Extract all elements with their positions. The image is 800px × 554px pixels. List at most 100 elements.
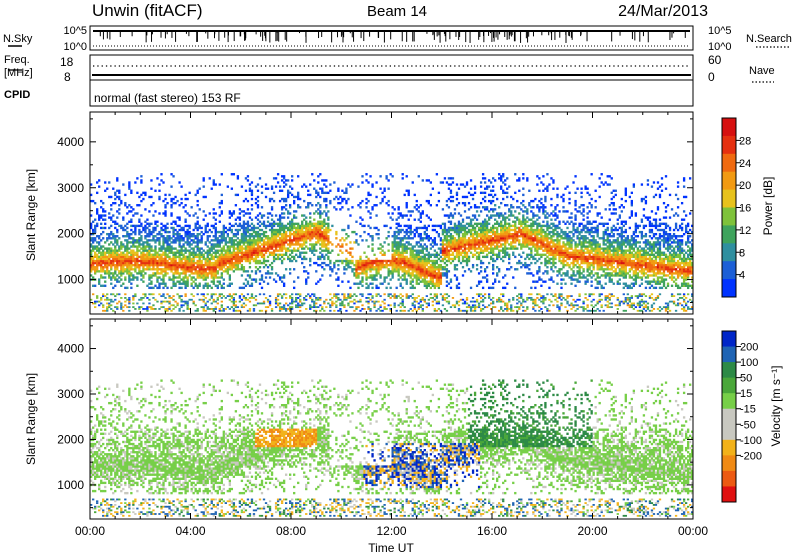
power-cell — [174, 220, 177, 223]
power-cell — [423, 243, 426, 246]
power-cell — [299, 309, 302, 312]
power-cell — [435, 224, 439, 228]
power-cell — [260, 191, 264, 195]
power-cell — [170, 247, 173, 250]
power-cell — [485, 274, 489, 277]
power-cell — [415, 241, 418, 244]
power-cell — [307, 201, 310, 205]
power-cell — [297, 191, 300, 195]
power-cell — [172, 276, 175, 279]
power-cell — [413, 263, 416, 267]
power-cell — [190, 293, 193, 296]
power-cell — [321, 179, 324, 182]
power-cell — [305, 282, 308, 285]
power-cell — [174, 195, 177, 199]
power-cell — [152, 214, 155, 217]
power-cell — [174, 268, 177, 271]
power-cell — [323, 237, 326, 240]
power-cell — [252, 297, 256, 299]
power-cell — [140, 214, 143, 217]
power-cell — [313, 228, 316, 232]
power-cell — [226, 306, 229, 309]
power-cell — [98, 185, 101, 188]
power-cell — [357, 259, 360, 263]
power-cell — [419, 239, 422, 242]
power-cell — [423, 232, 426, 236]
power-cell — [327, 243, 330, 246]
power-cell — [98, 255, 101, 259]
power-cell — [317, 235, 320, 238]
power-cell — [471, 304, 475, 307]
power-cell — [353, 272, 356, 275]
power-cell — [331, 300, 334, 303]
power-cell — [403, 251, 406, 254]
power-cell — [106, 257, 109, 261]
power-cell — [286, 239, 290, 242]
power-cell — [110, 293, 113, 296]
power-cell — [357, 286, 360, 290]
power-cell — [367, 191, 370, 195]
power-cell — [110, 268, 113, 271]
power-cell — [395, 297, 398, 299]
power-cell — [250, 222, 254, 226]
power-cell — [341, 228, 344, 232]
power-cell — [236, 216, 240, 219]
power-cell — [228, 241, 231, 244]
power-cell — [116, 257, 119, 261]
power-cell — [282, 212, 286, 215]
power-cell — [447, 253, 451, 256]
power-cell — [172, 278, 175, 281]
power-cell — [236, 224, 240, 228]
power-cell — [104, 181, 107, 184]
power-cell — [204, 195, 207, 199]
power-cell — [122, 253, 125, 256]
power-cell — [204, 214, 207, 217]
power-cell — [116, 239, 119, 242]
power-cell — [202, 232, 205, 236]
power-cell — [361, 239, 364, 242]
power-cell — [96, 210, 99, 213]
power-cell — [230, 239, 234, 242]
power-cell — [128, 300, 131, 303]
power-cell — [433, 272, 437, 275]
power-cell — [190, 268, 193, 271]
power-cell — [286, 247, 290, 250]
power-cell — [284, 247, 288, 250]
power-cell — [96, 245, 99, 248]
power-cell — [108, 255, 111, 259]
power-cell — [148, 268, 151, 271]
power-cell — [383, 276, 386, 279]
power-cell — [238, 222, 242, 226]
power-cell — [284, 237, 288, 240]
power-cell — [389, 216, 392, 219]
power-cell — [397, 278, 400, 281]
power-cell — [136, 204, 139, 207]
power-cell — [449, 220, 453, 223]
power-cell — [307, 230, 310, 234]
power-cell — [246, 179, 250, 182]
power-cell — [313, 247, 316, 250]
power-cell — [208, 257, 211, 261]
power-cell — [132, 297, 135, 299]
power-cell — [204, 241, 207, 244]
power-cell — [114, 193, 117, 197]
power-cell — [182, 266, 185, 269]
power-cell — [469, 218, 473, 221]
power-cell — [136, 249, 139, 252]
power-cell — [222, 253, 225, 256]
power-cell — [487, 261, 491, 265]
power-cell — [180, 268, 183, 271]
power-cell — [172, 284, 175, 287]
power-cell — [395, 295, 398, 298]
power-cell — [401, 304, 404, 307]
power-cell — [164, 308, 167, 310]
power-cell — [224, 239, 227, 242]
power-cell — [295, 226, 298, 230]
power-cell — [319, 212, 322, 215]
power-cell — [319, 206, 322, 209]
power-cell — [473, 187, 477, 190]
power-cell — [278, 214, 282, 217]
power-cell — [335, 208, 338, 211]
power-cell — [218, 266, 221, 269]
power-cell — [447, 251, 451, 254]
